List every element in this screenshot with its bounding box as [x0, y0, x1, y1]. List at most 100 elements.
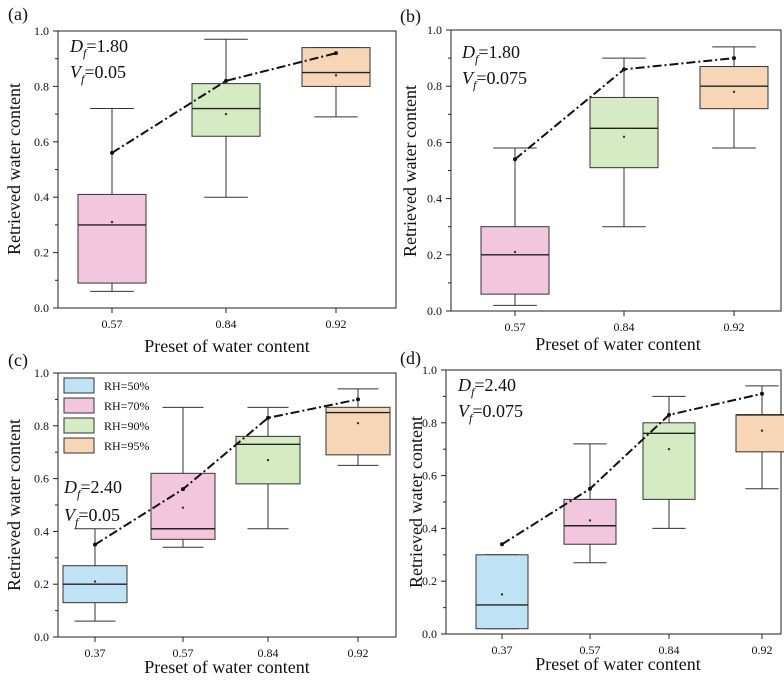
v-subscript: f: [81, 72, 86, 86]
y-tick-label: 0.8: [34, 419, 49, 433]
panel-label: (b): [400, 6, 421, 27]
v-value: =0.05: [84, 62, 126, 82]
mean-marker: [732, 90, 736, 94]
box-0.57: [77, 108, 147, 292]
box-0.92: [735, 385, 784, 490]
trend-line: [94, 398, 359, 546]
y-axis-label: Retrieved water content: [4, 419, 24, 591]
trend-line: [111, 52, 337, 154]
y-tick-label: 0.4: [34, 524, 49, 538]
x-tick-label: 0.92: [348, 646, 369, 660]
panel-label: (c): [8, 350, 28, 371]
y-tick-label: 0.4: [427, 192, 442, 206]
v-symbol: V: [64, 505, 77, 525]
y-tick-label: 0.2: [422, 574, 437, 588]
y-axis-label: Retrieved water content: [406, 416, 426, 588]
box-iqr: [77, 193, 147, 284]
d-annotation: Df=1.80: [69, 36, 128, 60]
box-0.92: [301, 47, 371, 118]
box-iqr: [735, 414, 784, 453]
trend-point: [224, 78, 228, 83]
y-tick-label: 0.2: [34, 577, 49, 591]
box-iqr: [563, 498, 617, 545]
x-tick-label: 0.84: [614, 320, 635, 334]
x-tick-label: 0.92: [752, 643, 773, 657]
trend-point: [93, 542, 97, 547]
mean-marker: [181, 506, 185, 509]
v-subscript: f: [469, 411, 474, 425]
panel-label: (d): [400, 348, 421, 369]
y-tick-label: 0.0: [427, 304, 442, 318]
mean-marker: [500, 593, 504, 596]
v-symbol: V: [70, 62, 83, 82]
mean-marker: [356, 421, 360, 425]
trend-point: [667, 412, 671, 417]
v-value: =0.075: [476, 68, 527, 88]
box-iqr: [480, 226, 550, 295]
y-tick-label: 0.8: [422, 416, 437, 430]
trend-point: [110, 150, 114, 155]
trend-point: [760, 391, 764, 396]
y-tick-label: 0.0: [34, 301, 49, 315]
d-annotation: Df=1.80: [461, 42, 520, 66]
d-subscript: f: [475, 52, 480, 66]
mean-marker: [760, 429, 764, 432]
x-tick-label: 0.37: [85, 646, 106, 660]
y-tick-label: 1.0: [422, 363, 437, 377]
v-symbol: V: [458, 401, 471, 421]
v-value: =0.075: [472, 401, 523, 421]
box-iqr: [325, 406, 391, 456]
x-tick-label: 0.37: [492, 643, 513, 657]
legend-label: RH=95%: [104, 439, 149, 453]
x-axis-label: Preset of water content: [144, 336, 309, 356]
v-annotation: Vf=0.075: [458, 401, 523, 425]
v-annotation: Vf=0.05: [70, 62, 126, 86]
panel-3: (c) 0.0 0.2 0.4 0.6 0.8 1.0 0.37 0.57 0.84 0.92 Pre…: [4, 350, 397, 677]
d-symbol: D: [461, 42, 475, 62]
x-tick-label: 0.84: [258, 646, 279, 660]
panel-2: (b) 0.0 0.2 0.4 0.6 0.8 1.0 0.57 0.84 0.92 Preset …: [400, 6, 782, 354]
x-tick-label: 0.57: [505, 320, 526, 334]
d-subscript: f: [83, 46, 88, 60]
trend-point: [266, 415, 270, 420]
box-0.84: [235, 406, 301, 530]
box-0.57: [150, 406, 216, 548]
y-axis-label: Retrieved water content: [4, 83, 24, 255]
mean-marker: [588, 519, 592, 522]
trend-point: [732, 56, 736, 61]
y-tick-label: 1.0: [34, 24, 49, 38]
x-axis-label: Preset of water content: [535, 654, 700, 674]
x-tick-label: 0.57: [102, 317, 123, 331]
y-tick-label: 0.0: [422, 627, 437, 641]
d-subscript: f: [471, 385, 476, 399]
legend-swatch: [63, 397, 95, 414]
box-iqr: [699, 66, 769, 110]
y-tick-label: 0.6: [427, 135, 442, 149]
d-symbol: D: [63, 477, 77, 497]
d-symbol: D: [69, 36, 83, 56]
x-axis-label: Preset of water content: [144, 657, 309, 677]
box-0.84: [191, 38, 261, 198]
mean-marker: [224, 112, 228, 116]
d-subscript: f: [77, 487, 82, 501]
y-tick-label: 0.6: [34, 472, 49, 486]
trend-point: [513, 157, 517, 162]
x-tick-label: 0.57: [173, 646, 194, 660]
v-symbol: V: [462, 68, 475, 88]
y-tick-label: 1.0: [34, 366, 49, 380]
v-subscript: f: [75, 515, 80, 529]
d-symbol: D: [457, 375, 471, 395]
box-0.84: [589, 57, 659, 228]
v-subscript: f: [473, 78, 478, 92]
trend-point: [588, 486, 592, 491]
y-tick-label: 0.2: [427, 248, 442, 262]
d-value: =1.80: [86, 36, 128, 56]
legend-swatch: [63, 377, 95, 394]
mean-marker: [266, 458, 270, 462]
mean-marker: [513, 250, 517, 254]
d-value: =2.40: [80, 477, 122, 497]
trend-point: [181, 487, 185, 492]
mean-marker: [110, 220, 114, 224]
